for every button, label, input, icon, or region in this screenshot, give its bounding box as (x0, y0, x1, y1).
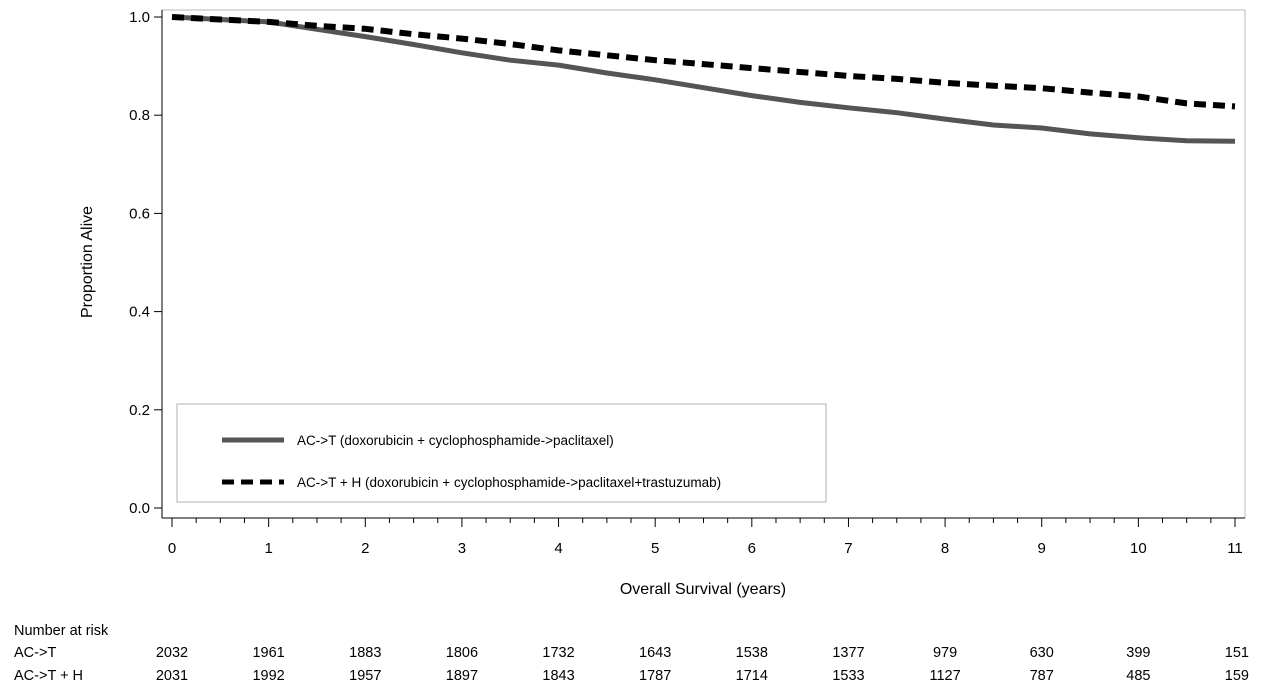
x-tick-label: 4 (554, 540, 562, 557)
series-layer (171, 14, 1236, 144)
risk-count: 1883 (349, 645, 382, 661)
risk-count: 1714 (735, 668, 768, 684)
x-tick-label: 5 (651, 540, 659, 557)
x-tick-label: 0 (168, 540, 176, 557)
y-tick-label: 0.2 (129, 402, 150, 419)
survival-chart: 0 1 2 3 4 5 6 7 8 9 10 11 0.0 0.2 0.4 0.6 0.8 1.0 Overal… (79, 9, 1246, 598)
risk-count: 1538 (735, 645, 768, 661)
x-tick-label: 9 (1038, 540, 1046, 557)
x-tick-label: 6 (748, 540, 756, 557)
number-at-risk-table: Number at risk AC->T 2032 1961 1883 1806 173… (0, 622, 1264, 689)
risk-row-ac-t: AC->T 2032 1961 1883 1806 1732 1643 1538 1377 97… (0, 644, 1264, 663)
risk-count: 1992 (252, 668, 285, 684)
risk-count: 1961 (252, 645, 285, 661)
risk-row-label: AC->T (14, 645, 57, 661)
y-tick-label: 0.0 (129, 500, 150, 517)
risk-count: 1806 (445, 645, 479, 661)
series-line-ac-t (171, 14, 1236, 144)
risk-count: 485 (1126, 668, 1151, 684)
y-tick-label: 0.6 (129, 205, 150, 222)
x-tick-label: 1 (264, 540, 272, 557)
risk-count: 399 (1126, 645, 1151, 661)
risk-count: 1127 (929, 668, 961, 684)
risk-count: 1787 (639, 668, 672, 684)
x-tick-label: 10 (1130, 540, 1147, 557)
x-axis: 0 1 2 3 4 5 6 7 8 9 10 11 (162, 517, 1245, 557)
y-tick-label: 1.0 (129, 9, 150, 26)
x-axis-label: Overall Survival (years) (620, 581, 786, 598)
legend-box (176, 403, 827, 503)
risk-row-label: AC->T + H (14, 668, 84, 684)
risk-count: 1957 (349, 668, 382, 684)
risk-count: 1643 (639, 645, 672, 661)
y-axis: 0.0 0.2 0.4 0.6 0.8 1.0 (129, 9, 163, 518)
x-tick-label: 7 (844, 540, 852, 557)
risk-count: 2031 (155, 668, 189, 684)
y-tick-label: 0.4 (129, 304, 150, 321)
risk-count: 2032 (155, 645, 189, 661)
risk-count: 630 (1029, 645, 1054, 661)
risk-count: 1732 (542, 645, 575, 661)
risk-count: 979 (932, 645, 958, 661)
risk-count: 1377 (832, 645, 865, 661)
x-tick-label: 11 (1227, 540, 1243, 557)
risk-row-ac-t-h: AC->T + H 2031 1992 1957 1897 1843 1787 1714 15… (0, 667, 1264, 686)
risk-count: 159 (1224, 668, 1249, 684)
x-tick-label: 3 (458, 540, 466, 557)
risk-count: 151 (1224, 645, 1249, 661)
x-tick-label: 8 (941, 540, 949, 557)
risk-table-header: Number at risk (14, 623, 109, 639)
risk-count: 787 (1029, 668, 1054, 684)
y-tick-label: 0.8 (129, 107, 150, 124)
y-axis-label: Proportion Alive (79, 206, 96, 318)
risk-count: 1897 (445, 668, 479, 684)
risk-table-header-row: Number at risk (0, 622, 1264, 641)
legend-label-ac-t-h: AC->T + H (doxorubicin + cyclophosphamid… (297, 475, 721, 490)
legend-label-ac-t: AC->T (doxorubicin + cyclophosphamide->p… (297, 433, 614, 448)
series-line-ac-t-h (171, 14, 1236, 110)
risk-count: 1843 (542, 668, 575, 684)
x-tick-label: 2 (361, 540, 369, 557)
legend: AC->T (doxorubicin + cyclophosphamide->p… (176, 403, 827, 503)
risk-count: 1533 (832, 668, 865, 684)
